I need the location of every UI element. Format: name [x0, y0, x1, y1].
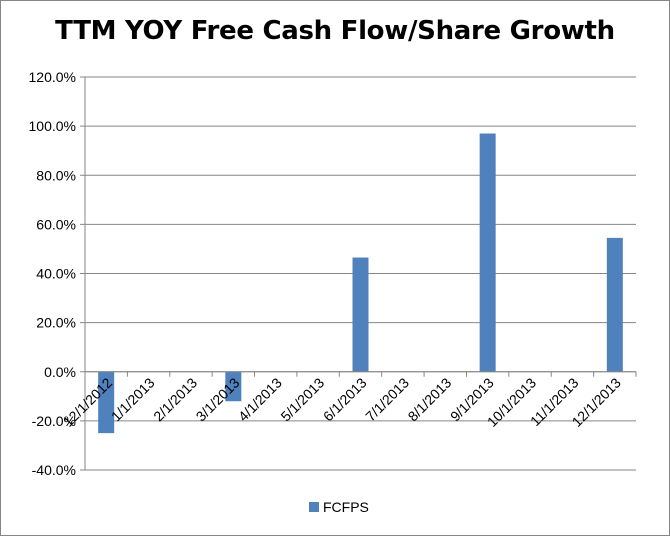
x-tick-label: 2/1/2013 [150, 374, 200, 424]
bar [606, 237, 623, 372]
bar [479, 133, 496, 372]
bar [225, 371, 242, 402]
legend: FCFPS [309, 499, 369, 515]
y-tick-label: 80.0% [36, 167, 76, 183]
y-tick-label: 0.0% [44, 364, 76, 380]
y-tick-label: -40.0% [32, 462, 76, 478]
axes [84, 77, 637, 470]
x-tick-label: 5/1/2013 [277, 374, 327, 424]
bar [352, 257, 369, 372]
x-tick-label: 6/1/2013 [320, 374, 370, 424]
legend-label-fcfps: FCFPS [323, 499, 369, 515]
y-tick-label: 40.0% [36, 266, 76, 282]
x-tick-label: 8/1/2013 [405, 374, 455, 424]
y-tick-labels: -40.0% -20.0% 0.0% 20.0% 40.0% 60.0% 80.0% 100.… [29, 69, 76, 478]
x-tick-label: 1/1/2013 [108, 374, 158, 424]
y-tick-label: -20.0% [32, 413, 76, 429]
y-tick-label: 60.0% [36, 216, 76, 232]
bar [98, 371, 115, 434]
y-tick-label: 20.0% [36, 315, 76, 331]
y-tick-label: 100.0% [29, 118, 76, 134]
x-tick-label: 7/1/2013 [362, 374, 412, 424]
x-tick-labels: 12/1/20121/1/20132/1/20133/1/20134/1/201… [60, 374, 624, 430]
chart-title: TTM YOY Free Cash Flow/Share Growth [55, 16, 615, 46]
x-tick-label: 4/1/2013 [235, 374, 285, 424]
y-tick-label: 120.0% [29, 69, 76, 85]
bars [98, 133, 623, 434]
legend-swatch-fcfps [309, 502, 319, 512]
